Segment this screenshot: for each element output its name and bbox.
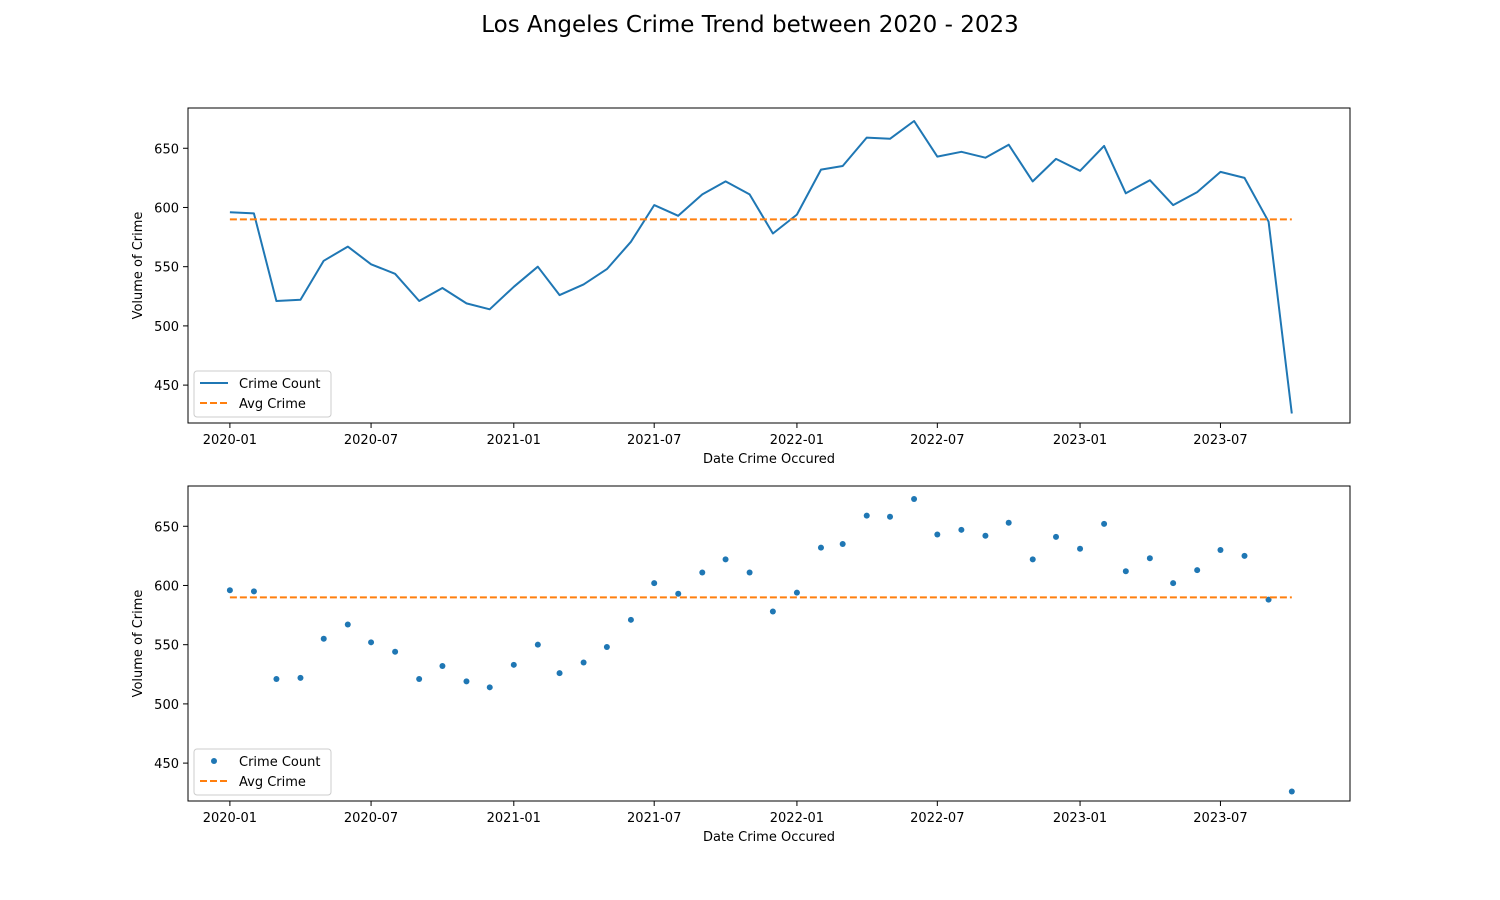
crime-count-point xyxy=(320,635,327,642)
legend-crime-count-label: Crime Count xyxy=(239,755,320,770)
plot-frame xyxy=(187,485,1351,802)
x-tick-label: 2022-01 xyxy=(770,811,824,826)
crime-count-point xyxy=(675,590,682,597)
x-tick-label: 2021-07 xyxy=(627,811,681,826)
crime-count-point xyxy=(250,588,257,595)
crime-count-point xyxy=(510,661,517,668)
subplot-1: 450 500 550 600 650 2020-01 2020-07 2021-01 2021… xyxy=(131,107,1351,467)
legend: Crime Count Avg Crime xyxy=(193,748,332,796)
crime-count-point xyxy=(297,674,304,681)
x-tick-label: 2020-07 xyxy=(344,433,398,448)
crime-count-point xyxy=(722,556,729,563)
crime-count-point xyxy=(603,644,610,651)
crime-count-point xyxy=(817,544,824,551)
crime-count-point xyxy=(1077,545,1084,552)
crime-count-point xyxy=(911,496,918,503)
crime-count-point xyxy=(392,648,399,655)
crime-count-point xyxy=(934,531,941,538)
crime-count-point xyxy=(534,641,541,648)
y-axis-label: Volume of Crime xyxy=(131,212,146,320)
subplot-2: 450 500 550 600 650 2020-01 2020-07 2021-01 2021… xyxy=(131,485,1351,845)
crime-count-point xyxy=(699,569,706,576)
crime-count-point xyxy=(863,512,870,519)
crime-count-point xyxy=(982,532,989,539)
crime-count-point xyxy=(1029,556,1036,563)
x-tick-label: 2022-01 xyxy=(770,433,824,448)
legend-crime-count-marker xyxy=(211,758,217,764)
legend-avg-crime-label: Avg Crime xyxy=(239,775,306,790)
y-tick-label: 450 xyxy=(154,757,179,772)
crime-count-point xyxy=(1241,552,1248,559)
y-tick-label: 550 xyxy=(154,261,179,276)
crime-count-line xyxy=(229,120,1293,414)
y-tick-label: 650 xyxy=(154,520,179,535)
crime-count-point xyxy=(651,580,658,587)
x-tick-label: 2023-07 xyxy=(1193,811,1247,826)
x-tick-label: 2021-07 xyxy=(627,433,681,448)
legend-box xyxy=(193,370,332,418)
x-axis-label: Date Crime Occured xyxy=(703,830,835,845)
x-tick-label: 2022-07 xyxy=(910,433,964,448)
crime-count-point xyxy=(1053,533,1060,540)
x-tick-label: 2023-01 xyxy=(1053,811,1107,826)
plot-frame xyxy=(187,107,1351,424)
legend-box xyxy=(193,748,332,796)
y-tick-label: 600 xyxy=(154,579,179,594)
crime-count-point xyxy=(463,678,470,685)
crime-count-point xyxy=(627,616,634,623)
crime-count-point xyxy=(1288,788,1295,795)
crime-count-point xyxy=(1122,568,1129,575)
crime-count-point xyxy=(839,541,846,548)
figure-title: Los Angeles Crime Trend between 2020 - 2… xyxy=(481,12,1019,38)
crime-count-point xyxy=(1005,519,1012,526)
x-tick-label: 2021-01 xyxy=(487,433,541,448)
x-tick-label: 2020-01 xyxy=(203,433,257,448)
x-tick-label: 2022-07 xyxy=(910,811,964,826)
crime-count-point xyxy=(769,608,776,615)
crime-count-point xyxy=(793,589,800,596)
legend: Crime Count Avg Crime xyxy=(193,370,332,418)
crime-count-point xyxy=(1146,555,1153,562)
crime-count-point xyxy=(887,513,894,520)
y-tick-label: 650 xyxy=(154,142,179,157)
crime-count-point xyxy=(439,663,446,669)
x-axis-label: Date Crime Occured xyxy=(703,452,835,467)
crime-count-point xyxy=(1217,546,1224,553)
crime-count-point xyxy=(1170,580,1177,587)
x-tick-label: 2023-01 xyxy=(1053,433,1107,448)
crime-count-point xyxy=(1101,520,1108,527)
crime-count-point xyxy=(368,639,375,646)
y-tick-label: 450 xyxy=(154,379,179,394)
crime-count-point xyxy=(344,621,351,628)
legend-crime-count-label: Crime Count xyxy=(239,377,320,392)
y-tick-label: 600 xyxy=(154,201,179,216)
x-tick-label: 2023-07 xyxy=(1193,433,1247,448)
x-tick-label: 2020-01 xyxy=(203,811,257,826)
crime-count-point xyxy=(486,684,493,691)
y-tick-label: 550 xyxy=(154,639,179,654)
crime-count-point xyxy=(416,676,423,683)
crime-count-point xyxy=(273,676,280,683)
y-tick-label: 500 xyxy=(154,320,179,335)
crime-count-point xyxy=(556,670,563,677)
crime-count-point xyxy=(226,587,233,594)
y-tick-label: 500 xyxy=(154,698,179,713)
y-axis-label: Volume of Crime xyxy=(131,590,146,698)
crime-count-point xyxy=(580,659,587,666)
x-tick-label: 2021-01 xyxy=(487,811,541,826)
legend-avg-crime-label: Avg Crime xyxy=(239,397,306,412)
crime-count-point xyxy=(746,569,753,576)
crime-count-point xyxy=(958,526,965,533)
crime-count-point xyxy=(1194,567,1201,574)
x-tick-label: 2020-07 xyxy=(344,811,398,826)
